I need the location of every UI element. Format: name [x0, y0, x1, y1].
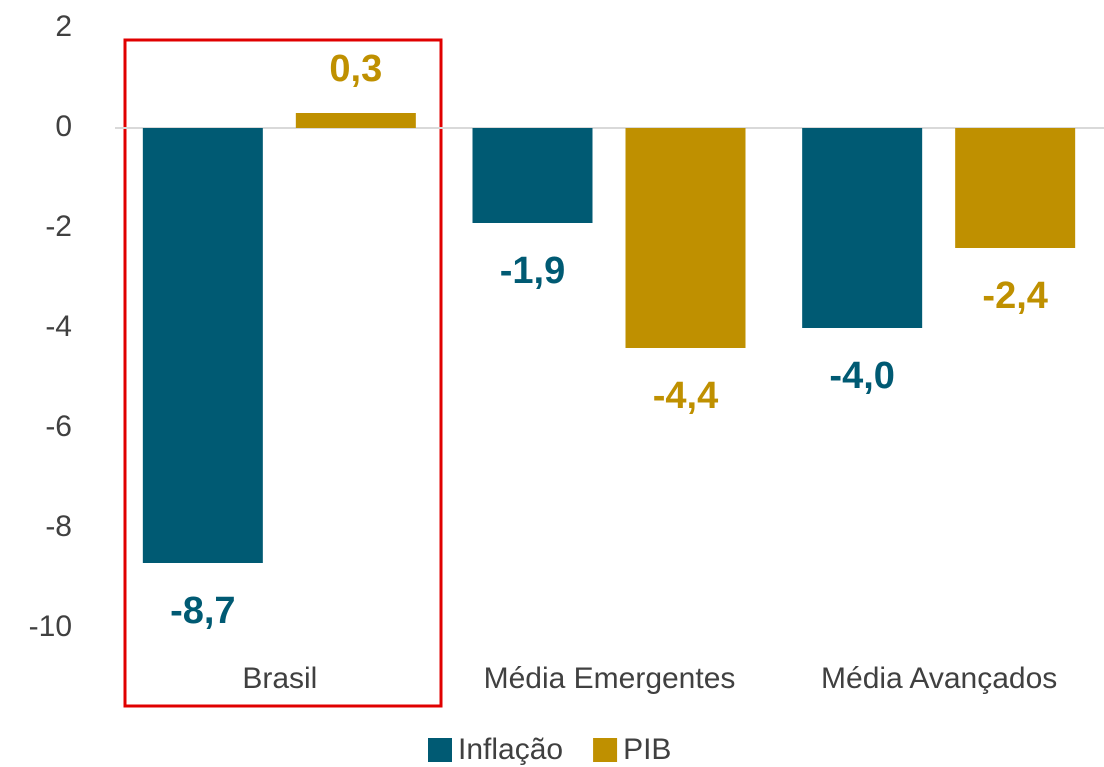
- bar: [472, 128, 593, 223]
- highlight-box: [123, 38, 443, 708]
- value-label: 0,3: [329, 48, 382, 90]
- value-label: -8,7: [170, 590, 235, 632]
- value-label: -2,4: [982, 275, 1047, 317]
- bar: [142, 128, 263, 563]
- value-label: -1,9: [500, 250, 565, 292]
- y-tick-label: -2: [45, 210, 72, 243]
- legend-swatch: [428, 738, 452, 762]
- bar: [802, 128, 923, 328]
- legend-label: PIB: [623, 733, 671, 766]
- x-tick-label: Média Emergentes: [484, 662, 736, 695]
- y-tick-label: -8: [45, 510, 72, 543]
- y-tick-label: -6: [45, 410, 72, 443]
- y-tick-label: 0: [55, 110, 72, 143]
- y-tick-label: 2: [55, 10, 72, 43]
- value-label: -4,4: [653, 375, 718, 417]
- x-tick-label: Média Avançados: [821, 662, 1057, 695]
- legend-swatch: [593, 738, 618, 762]
- y-tick-label: -4: [45, 310, 72, 343]
- legend-label: Inflação: [458, 733, 563, 766]
- y-tick-label: -10: [29, 610, 72, 643]
- value-label: -4,0: [829, 355, 894, 397]
- x-tick-label: Brasil: [242, 662, 317, 695]
- bar: [625, 128, 746, 348]
- bar: [295, 113, 416, 128]
- bar: [955, 128, 1076, 248]
